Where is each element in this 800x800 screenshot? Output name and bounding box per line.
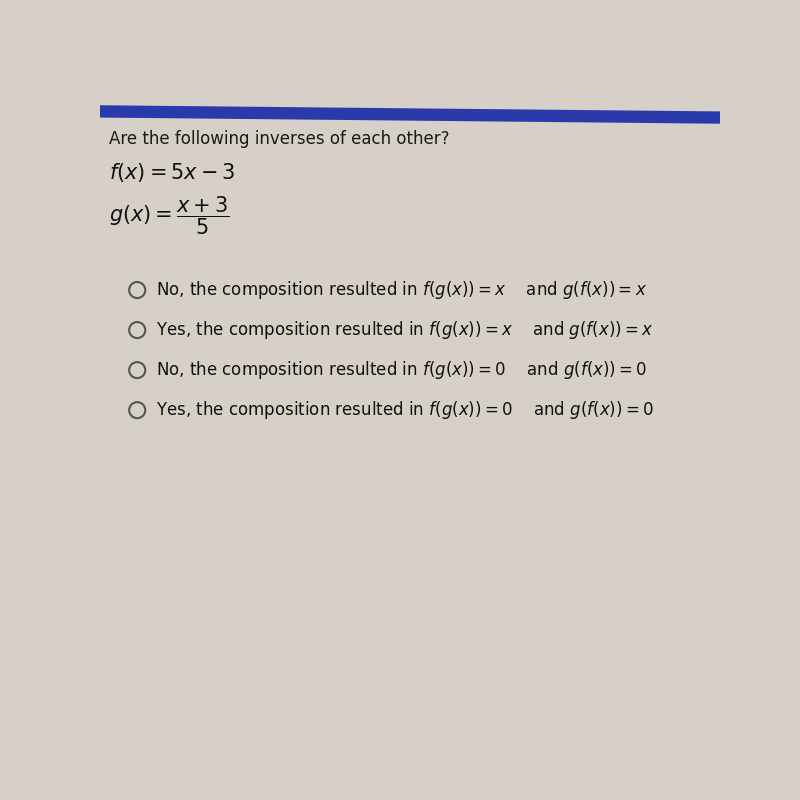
Text: Are the following inverses of each other?: Are the following inverses of each other… xyxy=(110,130,450,148)
Text: $g(x) = \dfrac{x+3}{5}$: $g(x) = \dfrac{x+3}{5}$ xyxy=(110,194,230,237)
Text: $f(x) = 5x - 3$: $f(x) = 5x - 3$ xyxy=(110,161,236,184)
Text: Yes, the composition resulted in $f(g(x)) = 0$    and $g(f(x)) = 0$: Yes, the composition resulted in $f(g(x)… xyxy=(156,399,654,421)
Text: Yes, the composition resulted in $f(g(x)) = x$    and $g(f(x)) = x$: Yes, the composition resulted in $f(g(x)… xyxy=(156,319,654,341)
Text: No, the composition resulted in $f(g(x)) = x$    and $g(f(x)) = x$: No, the composition resulted in $f(g(x))… xyxy=(156,279,647,301)
Polygon shape xyxy=(100,106,720,124)
Text: No, the composition resulted in $f(g(x)) = 0$    and $g(f(x)) = 0$: No, the composition resulted in $f(g(x))… xyxy=(156,359,647,381)
